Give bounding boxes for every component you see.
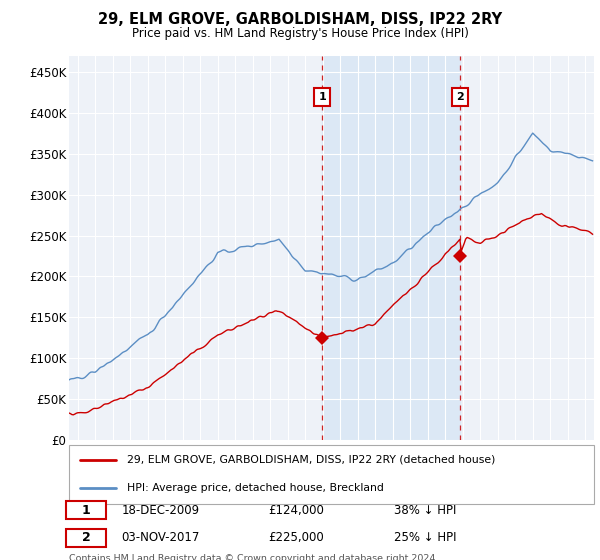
Text: Price paid vs. HM Land Registry's House Price Index (HPI): Price paid vs. HM Land Registry's House … [131,27,469,40]
Text: 18-DEC-2009: 18-DEC-2009 [121,504,200,517]
Text: HPI: Average price, detached house, Breckland: HPI: Average price, detached house, Brec… [127,483,383,493]
Text: 03-NOV-2017: 03-NOV-2017 [121,531,200,544]
FancyBboxPatch shape [69,445,594,504]
Text: £124,000: £124,000 [269,504,325,517]
Text: 1: 1 [319,92,326,102]
Text: 29, ELM GROVE, GARBOLDISHAM, DISS, IP22 2RY: 29, ELM GROVE, GARBOLDISHAM, DISS, IP22 … [98,12,502,27]
Text: 2: 2 [456,92,464,102]
Text: 38% ↓ HPI: 38% ↓ HPI [395,504,457,517]
FancyBboxPatch shape [67,529,106,547]
Text: 2: 2 [82,531,91,544]
Bar [322,56,460,440]
Text: 1: 1 [82,504,91,517]
Text: £225,000: £225,000 [269,531,324,544]
FancyBboxPatch shape [67,502,106,519]
Text: 29, ELM GROVE, GARBOLDISHAM, DISS, IP22 2RY (detached house): 29, ELM GROVE, GARBOLDISHAM, DISS, IP22 … [127,455,495,465]
Text: Contains HM Land Registry data © Crown copyright and database right 2024.
This d: Contains HM Land Registry data © Crown c… [69,554,439,560]
Text: 25% ↓ HPI: 25% ↓ HPI [395,531,457,544]
